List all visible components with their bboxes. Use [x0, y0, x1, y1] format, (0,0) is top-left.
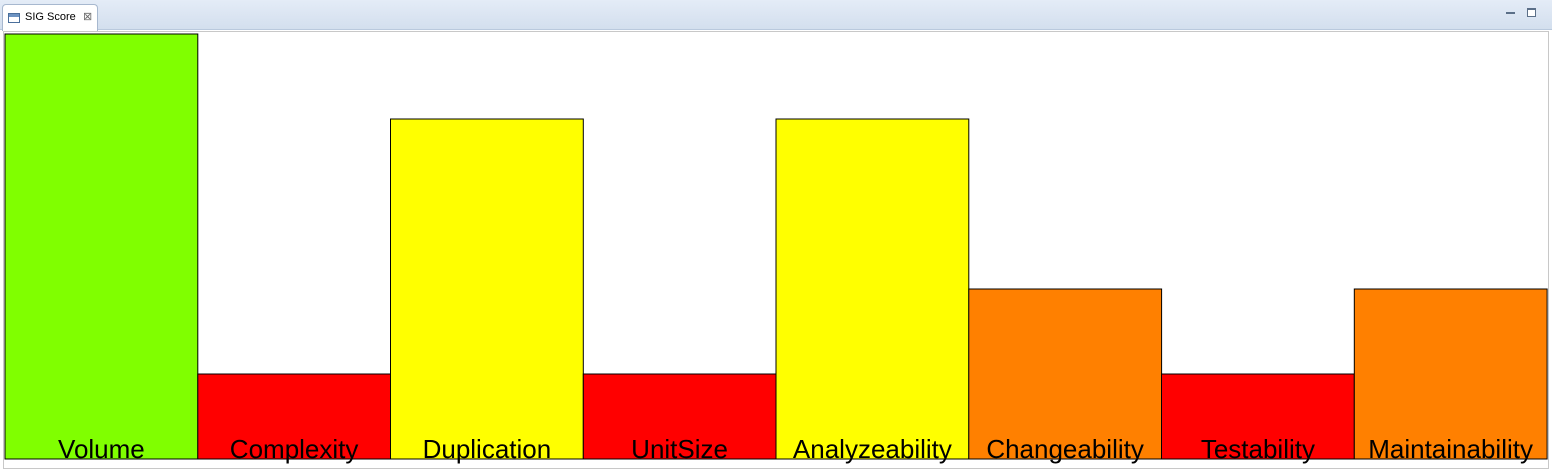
view-tab-bar: SIG Score ⊠	[0, 0, 1552, 31]
tab-sig-score[interactable]: SIG Score ⊠	[2, 4, 98, 31]
bar-testability	[1161, 373, 1355, 460]
bar-maintainability	[1353, 288, 1548, 460]
bar-duplication	[390, 118, 584, 460]
bar-label-unitsize: UnitSize	[631, 434, 728, 464]
bar-label-duplication: Duplication	[423, 434, 552, 464]
bar-unitsize	[582, 373, 777, 460]
bar-label-testability: Testability	[1201, 434, 1315, 464]
bar-volume	[4, 33, 199, 460]
bar-label-analyzeability: Analyzeability	[793, 434, 952, 464]
bar-label-volume: Volume	[58, 434, 145, 464]
bar-analyzeability	[775, 118, 970, 460]
minimize-icon[interactable]	[1506, 8, 1515, 17]
bar-label-complexity: Complexity	[230, 434, 359, 464]
bar-label-maintainability: Maintainability	[1368, 434, 1533, 464]
view-window-icon	[8, 13, 20, 23]
bar-complexity	[197, 373, 392, 460]
sig-score-bar-chart: Volume Complexity Duplication UnitSize Analy…	[4, 33, 1548, 464]
tab-title: SIG Score	[25, 11, 76, 23]
chart-area: Volume Complexity Duplication UnitSize Analy…	[3, 31, 1549, 469]
close-icon[interactable]: ⊠	[83, 11, 93, 23]
bar-changeability	[968, 288, 1163, 460]
bar-label-changeability: Changeability	[986, 434, 1144, 464]
maximize-icon[interactable]	[1527, 8, 1536, 17]
